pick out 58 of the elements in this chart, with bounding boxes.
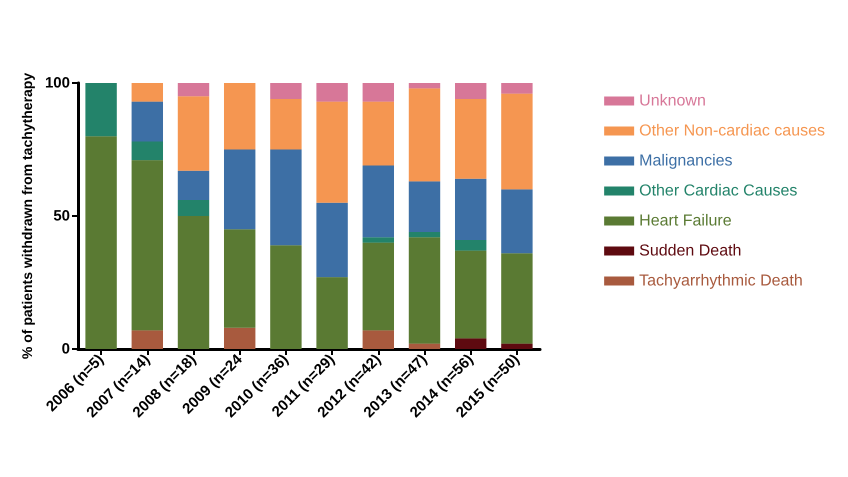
bar — [408, 232, 440, 238]
bar — [362, 165, 394, 238]
bar — [224, 229, 256, 328]
bar — [316, 202, 348, 278]
bar — [454, 83, 486, 99]
bar — [362, 237, 394, 243]
bar — [85, 136, 117, 349]
bar — [408, 83, 440, 88]
bar — [132, 142, 164, 160]
bar — [178, 83, 210, 96]
bar — [501, 83, 533, 94]
bar — [454, 250, 486, 338]
bar — [85, 83, 117, 136]
bar — [270, 245, 302, 349]
bar — [362, 102, 394, 166]
bar — [132, 83, 164, 102]
bar — [224, 150, 256, 230]
bar — [270, 150, 302, 246]
bar — [178, 200, 210, 216]
bar — [270, 83, 302, 99]
bar — [270, 98, 302, 150]
y-tick-label: 0 — [62, 340, 70, 358]
bar — [224, 328, 256, 349]
bar — [362, 330, 394, 349]
bar — [316, 277, 348, 349]
bar — [408, 88, 440, 182]
legend-label: Other Non-cardiac causes — [639, 122, 825, 140]
bar — [362, 83, 394, 102]
bar — [501, 344, 533, 349]
y-tick-label: 100 — [44, 74, 70, 92]
bar — [316, 83, 348, 102]
bar — [362, 242, 394, 330]
legend-label: Other Cardiac Causes — [639, 182, 798, 200]
bar — [132, 330, 164, 349]
bar — [178, 170, 210, 200]
legend-label: Heart Failure — [639, 212, 732, 230]
bar — [454, 178, 486, 240]
bar — [408, 181, 440, 232]
bar — [501, 253, 533, 344]
bar — [501, 189, 533, 254]
bar — [454, 98, 486, 179]
bar — [408, 237, 440, 344]
bar — [224, 83, 256, 150]
legend-label: Sudden Death — [639, 242, 742, 260]
bar — [316, 102, 348, 203]
bar — [408, 344, 440, 349]
legend-label: Tachyarrhythmic Death — [639, 272, 803, 290]
legend-label: Malignancies — [639, 152, 733, 170]
bar — [454, 240, 486, 251]
bar — [132, 102, 164, 142]
bar — [178, 96, 210, 171]
legend-label: Unknown — [639, 92, 706, 110]
bar — [454, 338, 486, 349]
y-tick-label: 50 — [53, 208, 70, 224]
bar — [132, 160, 164, 330]
bar — [501, 94, 533, 190]
bar — [178, 216, 210, 349]
y-axis-title: % of patients withdrawn from tachytherapy — [19, 72, 36, 360]
